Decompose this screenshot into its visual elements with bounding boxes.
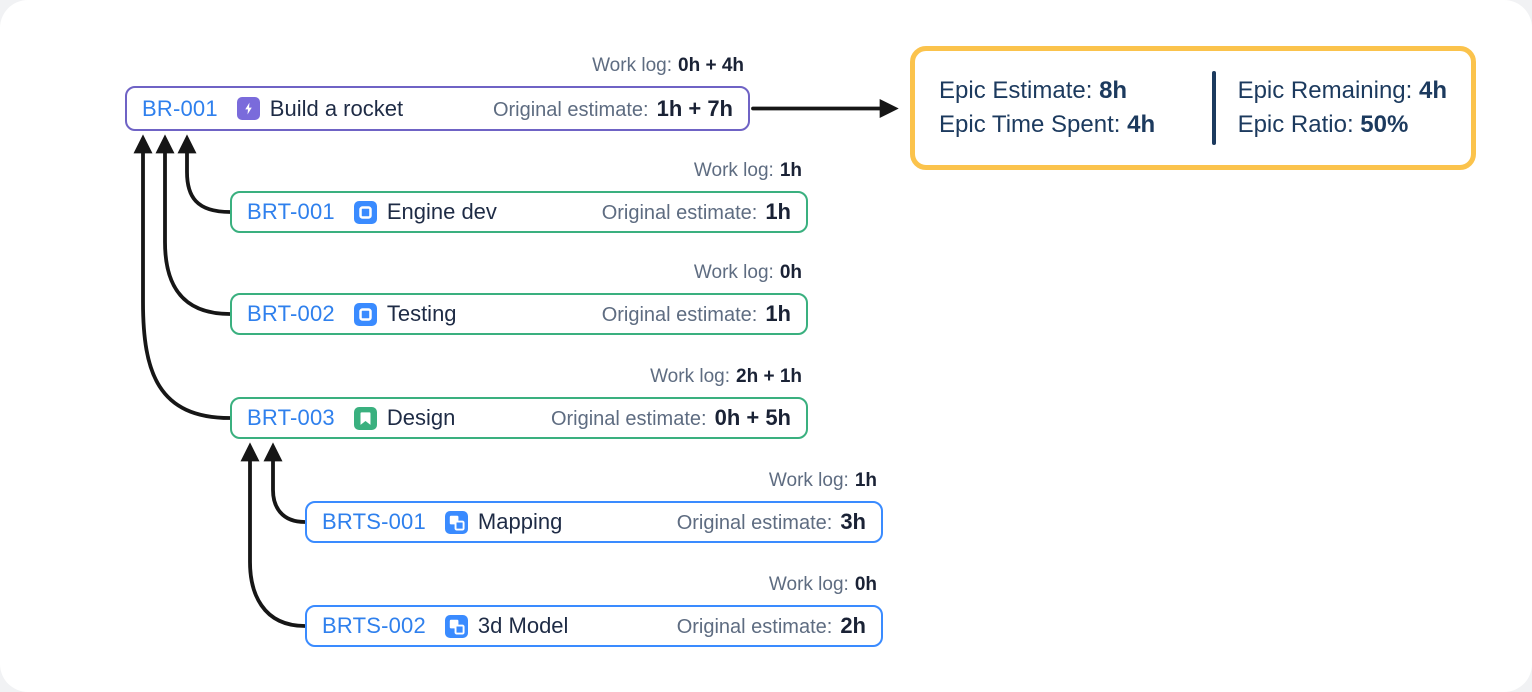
summary-divider <box>1211 71 1216 145</box>
work-log-line: Work log: 2h + 1h <box>230 366 808 388</box>
original-estimate-label: Original estimate: <box>492 98 649 121</box>
issue-card-brts-001: BRTS-001 Mapping Original estimate: 3h <box>305 501 883 543</box>
epic-summary-left-column: Epic Estimate: 8h Epic Time Spent: 4h <box>939 77 1190 139</box>
epic-time-spent-value: 4h <box>1127 111 1156 138</box>
epic-remaining-row: Epic Remaining: 4h <box>1238 77 1447 105</box>
epic-summary-right-column: Epic Remaining: 4h Epic Ratio: 50% <box>1238 77 1447 139</box>
issue-key-link[interactable]: BRT-003 <box>247 405 335 430</box>
subtask-icon <box>444 510 468 534</box>
work-log-label: Work log: <box>768 470 849 491</box>
epic-ratio-row: Epic Ratio: 50% <box>1238 111 1447 139</box>
arrow-brt001-to-br001 <box>177 134 232 214</box>
issue-key-link[interactable]: BR-001 <box>142 95 218 121</box>
original-estimate: Original estimate: 1h <box>602 199 791 225</box>
issue-title: Build a rocket <box>269 95 404 121</box>
arrow-brts001-to-brt003 <box>263 442 307 524</box>
issue-title: Engine dev <box>386 199 497 224</box>
work-log-label: Work log: <box>592 55 672 76</box>
task-icon <box>353 200 377 224</box>
issue-title: 3d Model <box>477 613 569 638</box>
work-log-label: Work log: <box>650 366 730 387</box>
issue-key-link[interactable]: BRT-002 <box>247 301 335 326</box>
original-estimate-label: Original estimate: <box>550 408 707 430</box>
issue-key-link[interactable]: BRTS-002 <box>322 613 426 638</box>
work-log-label: Work log: <box>693 160 774 181</box>
work-log-line: Work log: 1h <box>230 160 808 182</box>
arrow-brts002-to-brt003 <box>240 442 307 628</box>
original-estimate-value: 1h + 7h <box>656 95 733 121</box>
original-estimate-value: 1h <box>765 301 791 326</box>
work-log-value: 1h <box>779 160 802 181</box>
original-estimate-label: Original estimate: <box>601 304 758 326</box>
work-log-line: Work log: 0h <box>230 262 808 284</box>
original-estimate: Original estimate: 1h + 7h <box>493 96 733 122</box>
task-icon <box>353 302 377 326</box>
arrow-brt002-to-br001 <box>155 134 232 316</box>
subtask-icon <box>444 614 468 638</box>
epic-estimate-value: 8h <box>1099 77 1128 104</box>
work-log-label: Work log: <box>693 262 774 283</box>
issue-title: Testing <box>386 301 457 326</box>
original-estimate-value: 0h + 5h <box>714 405 791 430</box>
original-estimate-label: Original estimate: <box>676 616 833 638</box>
arrow-brt003-to-br001 <box>133 134 232 420</box>
issue-card-brt-002: BRT-002 Testing Original estimate: 1h <box>230 293 808 335</box>
issue-title: Design <box>386 405 456 430</box>
work-log-label: Work log: <box>768 574 849 595</box>
work-log-value: 0h <box>854 574 877 595</box>
issue-key-link[interactable]: BRT-001 <box>247 199 335 224</box>
issue-card-brt-003: BRT-003 Design Original estimate: 0h + 5… <box>230 397 808 439</box>
original-estimate-label: Original estimate: <box>601 202 758 224</box>
original-estimate-value: 3h <box>840 509 866 534</box>
original-estimate: Original estimate: 3h <box>677 509 866 535</box>
original-estimate: Original estimate: 2h <box>677 613 866 639</box>
original-estimate: Original estimate: 1h <box>602 301 791 327</box>
epic-icon <box>236 97 260 120</box>
issue-card-brt-001: BRT-001 Engine dev Original estimate: 1h <box>230 191 808 233</box>
issue-card-brts-002: BRTS-002 3d Model Original estimate: 2h <box>305 605 883 647</box>
epic-time-spent-row: Epic Time Spent: 4h <box>939 111 1190 139</box>
issue-key-link[interactable]: BRTS-001 <box>322 509 426 534</box>
epic-estimate-row: Epic Estimate: 8h <box>939 77 1190 105</box>
epic-estimate-label: Epic Estimate: <box>939 77 1093 104</box>
work-log-line: Work log: 1h <box>305 470 883 492</box>
epic-summary-box: Epic Estimate: 8h Epic Time Spent: 4h Ep… <box>910 46 1476 170</box>
original-estimate-label: Original estimate: <box>676 512 833 534</box>
original-estimate: Original estimate: 0h + 5h <box>551 405 791 431</box>
original-estimate-value: 1h <box>765 199 791 224</box>
work-log-value: 0h + 4h <box>678 55 744 76</box>
epic-remaining-value: 4h <box>1418 77 1447 104</box>
work-log-value: 1h <box>854 470 877 491</box>
work-log-value: 0h <box>779 262 802 283</box>
work-log-line: Work log: 0h + 4h <box>125 55 750 77</box>
work-log-value: 2h + 1h <box>736 366 802 387</box>
issue-card-br-001: BR-001 Build a rocket Original estimate:… <box>125 86 750 131</box>
epic-ratio-label: Epic Ratio: <box>1237 111 1354 138</box>
epic-remaining-label: Epic Remaining: <box>1237 77 1413 104</box>
epic-ratio-value: 50% <box>1360 111 1409 138</box>
epic-time-spent-label: Epic Time Spent: <box>939 111 1121 138</box>
story-icon <box>353 406 377 430</box>
original-estimate-value: 2h <box>840 613 866 638</box>
work-log-line: Work log: 0h <box>305 574 883 596</box>
issue-title: Mapping <box>477 509 563 534</box>
